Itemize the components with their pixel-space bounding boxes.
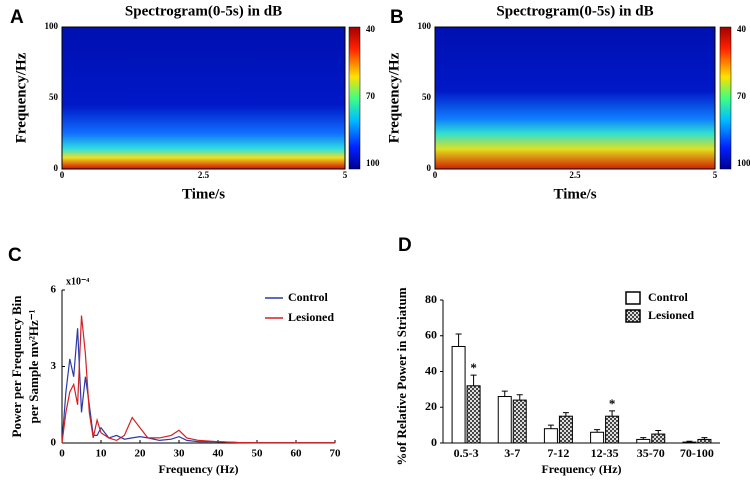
- y-tick-label: 100: [45, 21, 59, 31]
- legend-label: Lesioned: [648, 308, 694, 322]
- panel-label: B: [390, 7, 404, 28]
- bar: [466, 385, 481, 444]
- bar: [451, 345, 466, 444]
- error-bar: [609, 410, 616, 417]
- error-bar: [655, 429, 662, 435]
- y-axis-label: Frequency/Hz: [13, 52, 29, 143]
- bar: [636, 438, 651, 444]
- colorbar-tick-label: 100: [737, 158, 750, 168]
- error-bar: [686, 440, 693, 443]
- panel-label: A: [10, 7, 24, 28]
- x-tick-label: 7-12: [547, 446, 569, 460]
- x-axis-label: Frequency (Hz): [541, 462, 621, 476]
- error-bar: [640, 437, 647, 440]
- y-tick-label: 40: [425, 363, 437, 377]
- significance-mark: *: [609, 396, 616, 411]
- x-axis-label: Time/s: [182, 186, 225, 202]
- bar: [497, 396, 512, 444]
- colorbar-tick-label: 40: [737, 24, 747, 34]
- panel-label: D: [398, 235, 412, 256]
- y-tick-label: 0: [54, 163, 59, 173]
- colorbar-tick-label: 70: [366, 91, 376, 101]
- y-axis-label: %of Relative Power in Striatum: [394, 287, 409, 465]
- x-tick-label: 3-7: [504, 446, 520, 460]
- legend-label: Control: [648, 290, 688, 304]
- line-series: [61, 328, 335, 444]
- colorbar-tick-label: 70: [737, 91, 747, 101]
- colorbar: [348, 26, 361, 170]
- y-tick-label: 60: [425, 328, 437, 342]
- x-tick-label: 0: [60, 170, 65, 180]
- x-tick-label: 40: [213, 448, 225, 460]
- legend-swatch: [625, 309, 641, 323]
- x-tick-label: 5: [343, 170, 348, 180]
- colorbar-tick-label: 40: [366, 24, 376, 34]
- colorbar: [719, 26, 732, 170]
- panel-label: C: [8, 245, 22, 266]
- x-tick-label: 2.5: [569, 170, 581, 180]
- bar: [682, 441, 697, 444]
- chart-title: Spectrogram(0-5s) in dB: [125, 3, 282, 19]
- chart-title: Spectrogram(0-5s) in dB: [496, 3, 653, 19]
- error-bar: [516, 394, 523, 401]
- bar: [543, 428, 558, 444]
- error-bar: [701, 437, 708, 440]
- bar: [697, 438, 712, 444]
- colorbar-tick-label: 100: [366, 158, 380, 168]
- y-tick-label: 0: [51, 437, 57, 449]
- y-tick-label: 80: [425, 292, 437, 306]
- x-axis-label: Frequency (Hz): [158, 462, 238, 476]
- significance-mark: *: [470, 360, 477, 375]
- legend-label: Control: [288, 290, 328, 304]
- y-tick-label: 0: [427, 163, 432, 173]
- error-bar: [501, 390, 508, 397]
- y-tick-label: 6: [51, 284, 57, 296]
- x-tick-label: 10: [96, 448, 108, 460]
- x-tick-label: 50: [252, 448, 264, 460]
- x-tick-label: 0: [59, 448, 65, 460]
- bar: [590, 431, 605, 444]
- bar: [512, 399, 527, 444]
- x-tick-label: 12-35: [591, 446, 619, 460]
- x-tick-label: 70: [330, 448, 342, 460]
- error-bar: [470, 374, 477, 386]
- x-tick-label: 2.5: [198, 170, 210, 180]
- x-tick-label: 20: [135, 448, 147, 460]
- y-scale-label: x10⁻⁴: [66, 276, 89, 287]
- plot-frame: [434, 26, 716, 170]
- line-series: [61, 315, 335, 444]
- legend-swatch: [625, 291, 641, 305]
- spectrogram: [435, 27, 715, 169]
- x-tick-label: 60: [291, 448, 303, 460]
- legend-label: Lesioned: [288, 310, 334, 324]
- error-bar: [562, 412, 569, 417]
- y-tick-label: 3: [51, 360, 57, 372]
- y-tick-label: 20: [425, 399, 437, 413]
- bar: [605, 415, 620, 444]
- x-tick-label: 30: [174, 448, 186, 460]
- y-axis-label: per Sample mv²Hz⁻¹: [26, 309, 41, 423]
- error-bar: [547, 424, 554, 429]
- spectrogram: [62, 27, 345, 169]
- y-axis-label: Power per Frequency Bin: [9, 295, 24, 438]
- x-tick-label: 0.5-3: [454, 446, 479, 460]
- y-tick-label: 50: [422, 92, 432, 102]
- y-tick-label: 0: [431, 435, 437, 449]
- plot-frame: [61, 26, 346, 170]
- y-tick-label: 50: [49, 92, 59, 102]
- error-bar: [594, 429, 601, 433]
- y-axis-label: Frequency/Hz: [386, 52, 402, 143]
- bar: [558, 415, 573, 444]
- x-tick-label: 5: [713, 170, 718, 180]
- x-tick-label: 0: [433, 170, 438, 180]
- x-tick-label: 70-100: [680, 446, 714, 460]
- bar: [651, 433, 666, 444]
- x-axis-label: Time/s: [553, 186, 596, 202]
- y-tick-label: 100: [418, 21, 432, 31]
- x-tick-label: 35-70: [637, 446, 665, 460]
- error-bar: [455, 333, 462, 347]
